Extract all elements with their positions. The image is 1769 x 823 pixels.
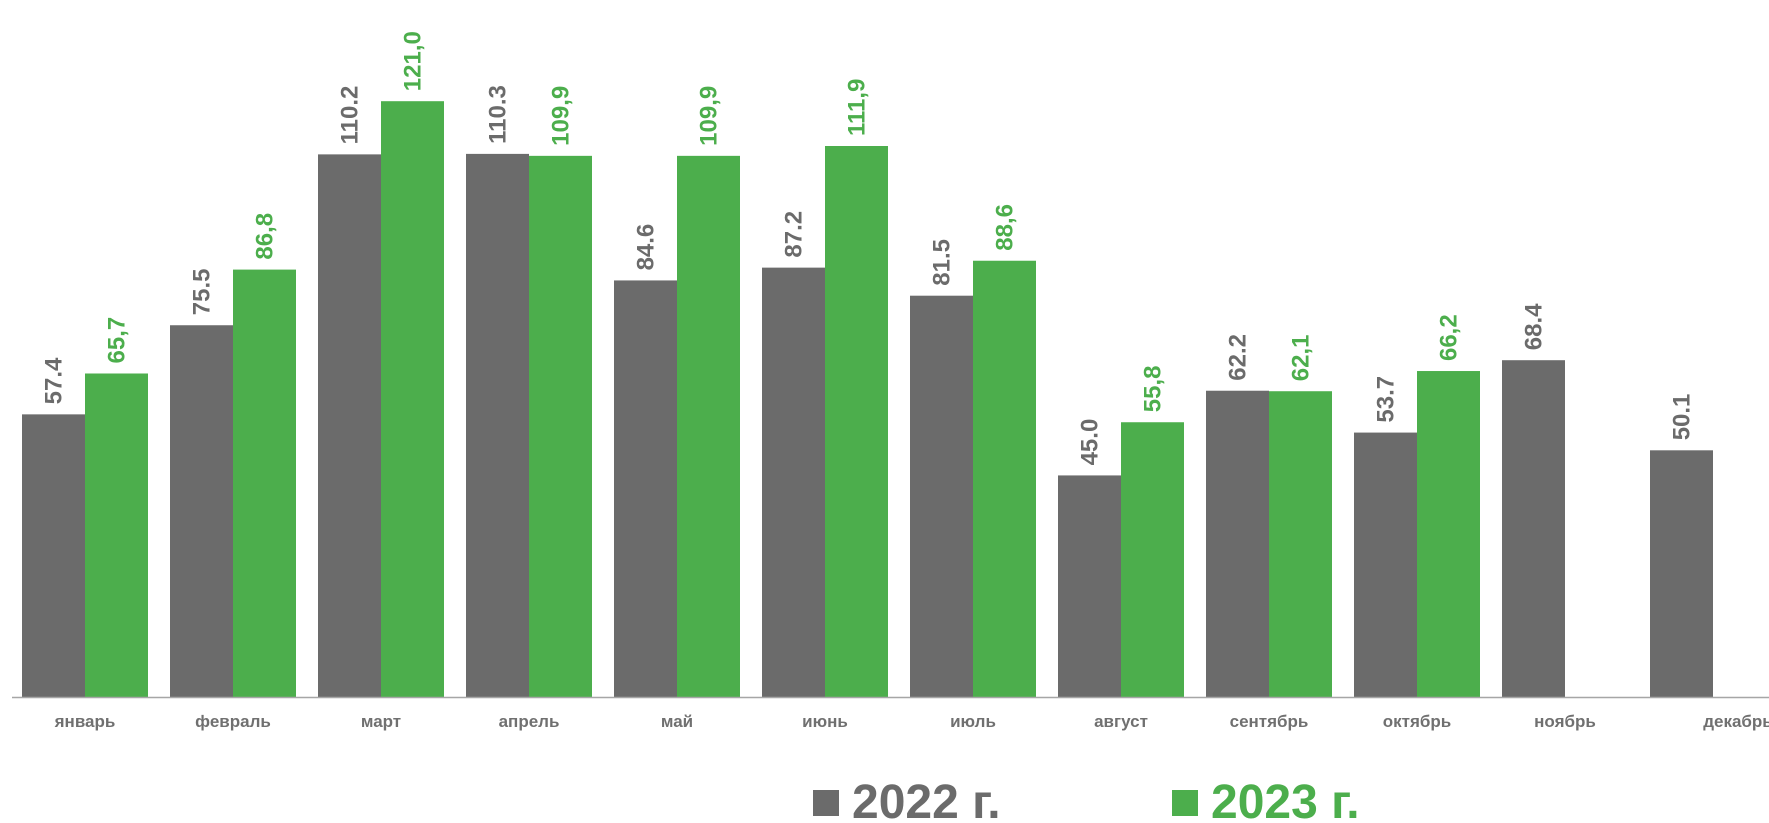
bar-s2-9 [1417, 371, 1480, 697]
x-tick-label: январь [54, 712, 116, 731]
x-tick-label: июль [950, 712, 996, 731]
data-label-s2-8: 62,1 [1288, 335, 1315, 382]
data-label-s1-8: 62.2 [1225, 334, 1252, 381]
x-tick-label: декабрь [1703, 712, 1769, 731]
legend-label-1: 2022 г. [852, 776, 1001, 823]
data-label-s1-6: 81.5 [929, 239, 956, 286]
data-label-s2-7: 55,8 [1140, 366, 1167, 413]
data-label-s2-5: 111,9 [844, 79, 871, 136]
bar-s1-10 [1502, 360, 1565, 697]
legend: 2022 г. 2023 г. [813, 776, 1360, 823]
x-tick-labels-group: январь февраль март апрель май июнь июль август… [54, 712, 1769, 731]
bar-s2-3 [529, 155, 592, 697]
x-tick-label: май [661, 712, 693, 731]
data-label-s1-11: 50.1 [1669, 394, 1696, 441]
data-label-s1-5: 87.2 [781, 211, 808, 258]
bar-s2-4 [677, 155, 740, 697]
bar-s2-8 [1269, 391, 1332, 697]
data-label-s2-0: 65,7 [104, 317, 131, 364]
data-label-s1-2: 110.2 [337, 86, 364, 145]
bar-s1-8 [1206, 390, 1269, 697]
x-tick-label: октябрь [1383, 712, 1451, 731]
data-label-s1-3: 110.3 [485, 85, 512, 144]
legend-swatch-2 [1172, 790, 1198, 816]
data-label-s1-1: 75.5 [189, 269, 216, 316]
bar-s1-5 [762, 267, 825, 697]
bars-group [22, 101, 1713, 698]
bar-s2-7 [1121, 422, 1184, 697]
data-label-s2-4: 109,9 [696, 86, 723, 146]
bar-s1-4 [614, 280, 677, 697]
data-label-s2-2: 121,0 [400, 31, 427, 91]
x-tick-label: февраль [195, 712, 271, 731]
data-labels-group: 57.4 65,7 75.5 86,8 110.2 121,0 110.3 109,9 84.6… [41, 31, 1696, 465]
data-label-s1-7: 45.0 [1077, 419, 1104, 466]
bar-s1-0 [22, 414, 85, 697]
bar-s2-6 [973, 260, 1036, 697]
data-label-s2-6: 88,6 [992, 204, 1019, 251]
data-label-s2-1: 86,8 [252, 213, 279, 260]
bar-s2-1 [233, 269, 296, 697]
bar-s1-11 [1650, 450, 1713, 697]
legend-swatch-1 [813, 790, 839, 816]
data-label-s1-4: 84.6 [633, 224, 660, 271]
x-tick-label: ноябрь [1534, 712, 1596, 731]
x-tick-label: сентябрь [1230, 712, 1309, 731]
x-tick-label: март [361, 712, 401, 731]
bar-s1-1 [170, 325, 233, 697]
data-label-s2-9: 66,2 [1436, 314, 1463, 361]
bar-s1-2 [318, 154, 381, 698]
data-label-s1-9: 53.7 [1373, 376, 1400, 423]
bar-s2-2 [381, 101, 444, 698]
x-tick-label: июнь [802, 712, 848, 731]
legend-label-2: 2023 г. [1211, 776, 1360, 823]
bar-s1-6 [910, 295, 973, 697]
data-label-s2-3: 109,9 [548, 86, 575, 146]
data-label-s1-10: 68.4 [1521, 303, 1548, 350]
bar-s2-0 [85, 373, 148, 697]
bar-s1-7 [1058, 475, 1121, 697]
bar-s1-9 [1354, 432, 1417, 697]
bar-s2-5 [825, 146, 888, 697]
bar-s1-3 [466, 153, 529, 697]
x-tick-label: август [1094, 712, 1148, 731]
data-label-s1-0: 57.4 [41, 357, 68, 404]
x-tick-label: апрель [499, 712, 560, 731]
